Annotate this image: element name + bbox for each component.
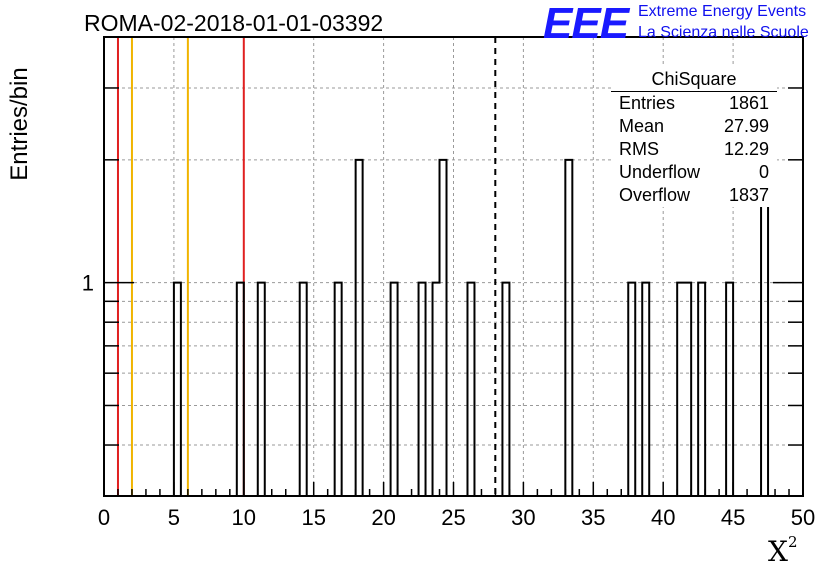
histogram-bin: [726, 283, 733, 496]
x-tick-label: 45: [721, 505, 745, 530]
x-axis-label-sup: 2: [787, 532, 798, 551]
stats-row-underflow: Underflow 0: [611, 161, 777, 184]
histogram-bin: [258, 283, 265, 496]
stats-row-overflow: Overflow 1837: [611, 184, 777, 207]
stats-row-entries: Entries 1861: [611, 92, 777, 115]
stats-box: ChiSquare Entries 1861 Mean 27.99 RMS 12…: [611, 67, 777, 207]
histogram-bin: [356, 160, 363, 496]
histogram-bin: [698, 283, 705, 496]
stats-row-mean: Mean 27.99: [611, 115, 777, 138]
stats-title: ChiSquare: [611, 67, 777, 92]
histogram-bin: [391, 283, 398, 496]
histogram-bin: [467, 283, 474, 496]
stats-label: RMS: [619, 139, 659, 159]
histogram-bin: [335, 283, 342, 496]
x-tick-label: 40: [651, 505, 675, 530]
stats-value: 0: [758, 162, 769, 182]
x-tick-label: 15: [301, 505, 325, 530]
eee-logo: EEE: [543, 0, 629, 48]
chart-title: ROMA-02-2018-01-01-03392: [84, 10, 384, 36]
histogram-bin: [440, 160, 447, 496]
stats-value: 1861: [728, 93, 769, 113]
histogram-bin: [628, 283, 635, 496]
stats-value: 12.29: [723, 139, 769, 159]
stats-label: Mean: [619, 116, 665, 136]
x-axis-label: X2: [768, 532, 798, 568]
x-tick-label: 20: [371, 505, 395, 530]
stats-label: Overflow: [619, 185, 691, 205]
histogram-bin: [419, 283, 426, 496]
histogram-bin: [565, 160, 572, 496]
x-tick-label: 50: [791, 505, 815, 530]
histogram-bin: [684, 283, 691, 496]
logo-line-2: La Scienza nelle Scuole: [638, 24, 809, 41]
logo-line-1: Extreme Energy Events: [638, 3, 807, 20]
stats-row-rms: RMS 12.29: [611, 138, 777, 161]
histogram-bin: [642, 283, 649, 496]
stats-label: Underflow: [619, 162, 701, 182]
histogram-bin: [300, 283, 307, 496]
x-tick-label: 25: [441, 505, 465, 530]
stats-box-background: [611, 67, 777, 207]
x-tick-label: 0: [98, 505, 110, 530]
x-axis-label-base: X: [768, 535, 788, 568]
x-tick-label: 10: [232, 505, 256, 530]
x-tick-label: 35: [581, 505, 605, 530]
histogram-bin: [174, 283, 181, 496]
stats-label: Entries: [619, 93, 676, 113]
stats-value: 27.99: [723, 116, 769, 136]
x-tick-label: 30: [511, 505, 535, 530]
x-tick-label: 5: [168, 505, 180, 530]
histogram-bin: [502, 283, 509, 496]
y-axis-label: Entries/bin: [6, 67, 33, 181]
stats-value: 1837: [728, 185, 769, 205]
histogram-bin: [761, 160, 768, 496]
histogram-bin: [433, 283, 440, 496]
histogram-bin: [237, 283, 244, 496]
histogram-bin: [677, 283, 684, 496]
y-tick-label: 1: [82, 271, 94, 296]
